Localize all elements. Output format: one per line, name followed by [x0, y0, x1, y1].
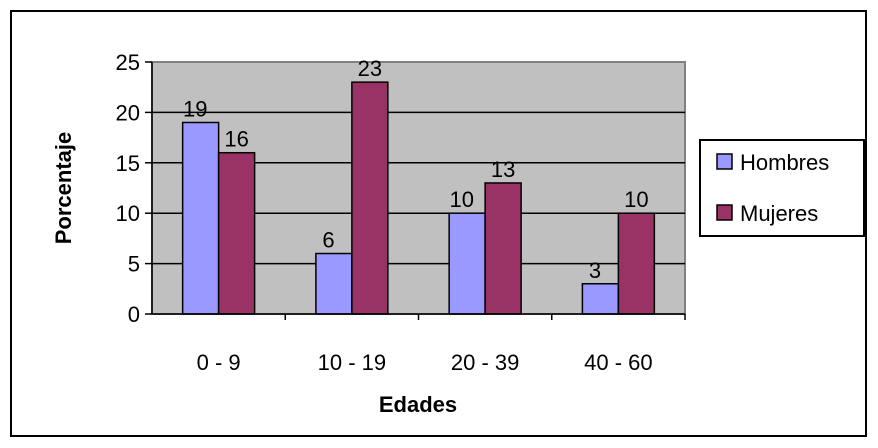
x-tick-label: 20 - 39 — [451, 350, 520, 375]
y-axis-title: Porcentaje — [51, 132, 76, 245]
x-axis-ticks: 0 - 9 10 - 19 20 - 39 40 - 60 — [152, 313, 686, 375]
bar-hombres-1 — [315, 252, 353, 315]
y-tick-label: 25 — [116, 50, 140, 75]
x-tick-label: 0 - 9 — [197, 350, 241, 375]
legend-swatch-mujeres — [716, 204, 733, 221]
y-axis-ticks: 0 5 10 15 20 25 — [116, 50, 153, 327]
data-label: 23 — [358, 56, 382, 81]
x-axis-title: Edades — [379, 392, 457, 417]
bar-mujeres-0 — [217, 151, 256, 315]
x-tick-label: 10 - 19 — [318, 350, 387, 375]
legend: Hombres Mujeres — [699, 139, 865, 237]
data-label: 10 — [624, 187, 648, 212]
bar-hombres-2 — [448, 212, 486, 315]
data-label: 3 — [589, 258, 601, 283]
data-label: 16 — [224, 127, 248, 152]
y-tick-label: 20 — [116, 100, 140, 125]
data-label: 19 — [183, 96, 207, 121]
y-tick-label: 0 — [128, 302, 140, 327]
y-tick-label: 15 — [116, 151, 140, 176]
bar-hombres-3 — [581, 283, 620, 315]
bar-hombres-0 — [181, 121, 220, 315]
bar-mujeres-2 — [484, 182, 522, 315]
y-tick-label: 5 — [128, 252, 140, 277]
data-label: 13 — [491, 157, 515, 182]
data-labels: 19 16 6 23 10 13 3 10 — [183, 56, 649, 283]
legend-swatch-hombres — [716, 153, 733, 170]
data-label: 10 — [449, 187, 473, 212]
bars — [181, 81, 656, 315]
legend-label-mujeres: Mujeres — [740, 201, 818, 226]
x-tick-label: 40 - 60 — [584, 350, 653, 375]
bar-mujeres-3 — [617, 212, 656, 315]
y-tick-label: 10 — [116, 201, 140, 226]
data-label: 6 — [322, 228, 334, 253]
bar-mujeres-1 — [351, 81, 389, 315]
legend-label-hombres: Hombres — [740, 150, 829, 175]
